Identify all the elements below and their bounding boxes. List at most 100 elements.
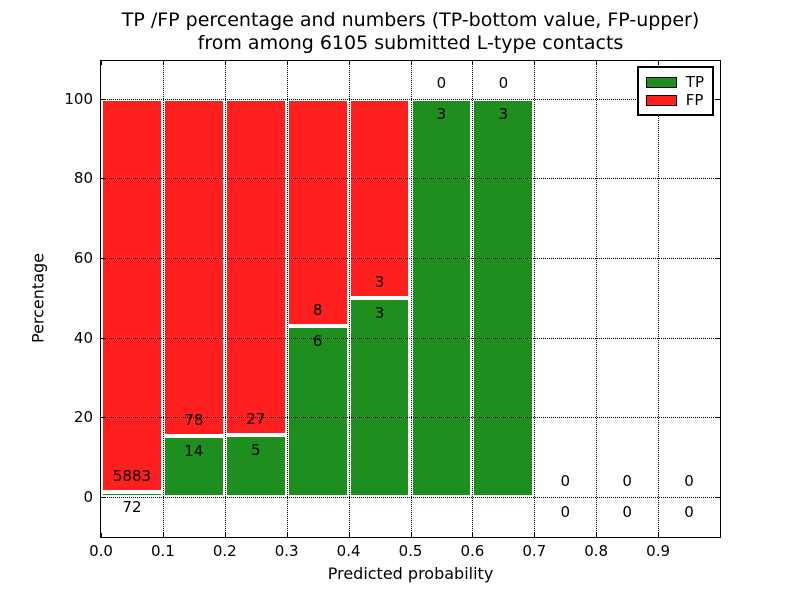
fp-count-label: 0 — [684, 472, 694, 490]
fp-count-label: 78 — [184, 411, 204, 430]
y-tick-right — [716, 257, 720, 259]
y-tick-label: 60 — [73, 248, 93, 267]
tp-count-label: 3 — [498, 104, 509, 123]
x-tick-label: 0.8 — [584, 542, 609, 560]
x-tick-top — [534, 61, 536, 65]
v-gridline — [410, 61, 412, 537]
y-tick-left — [101, 257, 105, 259]
fp-count-label: 8 — [312, 301, 323, 320]
v-gridline — [472, 61, 474, 537]
bar-fp-segment — [162, 98, 225, 437]
bar-tp-segment — [286, 326, 349, 497]
tp-count-label: 0 — [684, 503, 694, 521]
x-tick-label: 0.3 — [274, 542, 299, 560]
x-tick-bottom — [658, 533, 660, 537]
bar-fp-segment — [224, 98, 287, 435]
x-tick-bottom — [410, 533, 412, 537]
fp-count-label: 0 — [560, 472, 571, 490]
x-tick-bottom — [348, 533, 350, 537]
x-tick-label: 0.9 — [646, 542, 671, 560]
legend-swatch-tp — [645, 76, 677, 88]
y-tick-label: 80 — [73, 169, 93, 188]
x-tick-bottom — [224, 533, 226, 537]
x-tick-label: 0.6 — [460, 542, 485, 560]
tp-count-label: 14 — [184, 442, 204, 461]
x-tick-top — [596, 61, 598, 65]
x-tick-bottom — [534, 533, 536, 537]
x-tick-label: 0.2 — [212, 542, 237, 560]
v-gridline — [348, 61, 350, 537]
y-tick-left — [101, 497, 105, 498]
bar-tp-segment — [348, 297, 411, 497]
x-tick-label: 0.4 — [336, 542, 361, 560]
legend-label-tp: TP — [685, 73, 704, 91]
v-gridline — [162, 61, 164, 537]
y-tick-right — [716, 417, 720, 419]
y-tick-label: 20 — [73, 408, 93, 427]
tp-count-label: 72 — [122, 498, 142, 517]
x-tick-top — [101, 61, 102, 65]
chart-title: TP /FP percentage and numbers (TP-bottom… — [100, 9, 721, 55]
y-tick-label: 100 — [64, 89, 93, 108]
v-gridline — [534, 61, 536, 537]
bar-tp-segment — [472, 98, 535, 497]
bar-tp-segment — [410, 98, 473, 497]
chart-title-line1: TP /FP percentage and numbers (TP-bottom… — [121, 9, 700, 31]
x-axis-label: Predicted probability — [327, 564, 494, 583]
x-tick-bottom — [596, 533, 598, 537]
chart-title-line2: from among 6105 submitted L-type contact… — [197, 32, 624, 54]
tp-count-label: 5 — [250, 440, 261, 459]
x-tick-label: 0.0 — [89, 542, 113, 560]
legend-row: FP — [645, 91, 704, 109]
bar-tp-segment — [162, 436, 225, 497]
x-tick-top — [472, 61, 474, 65]
bar-fp-segment — [348, 98, 411, 298]
v-gridline — [658, 61, 660, 537]
legend-label-fp: FP — [685, 91, 704, 109]
y-tick-label: 0 — [83, 488, 93, 506]
fp-count-label: 27 — [246, 409, 266, 428]
fp-count-label: 3 — [374, 272, 385, 291]
fp-count-label: 0 — [436, 73, 447, 92]
v-gridline — [286, 61, 288, 537]
fp-count-label: 0 — [622, 472, 632, 490]
bar-tp-segment — [101, 492, 163, 497]
y-tick-label: 40 — [73, 328, 93, 347]
legend-swatch-fp — [645, 94, 677, 106]
legend: TP FP — [636, 66, 714, 116]
bar-fp-segment — [286, 98, 349, 327]
x-tick-top — [348, 61, 350, 65]
bar-fp-segment — [101, 98, 163, 493]
tp-count-label: 6 — [312, 332, 323, 351]
x-tick-label: 0.7 — [522, 542, 547, 560]
legend-row: TP — [645, 73, 704, 91]
fp-count-label: 0 — [498, 73, 509, 92]
x-tick-top — [658, 61, 660, 65]
y-tick-left — [101, 178, 105, 180]
v-gridline — [596, 61, 598, 537]
v-gridline — [224, 61, 226, 537]
tp-count-label: 0 — [560, 503, 571, 521]
y-tick-right — [716, 98, 720, 100]
x-tick-bottom — [162, 533, 164, 537]
tp-count-label: 3 — [436, 104, 447, 123]
x-tick-bottom — [101, 533, 102, 537]
y-tick-right — [716, 337, 720, 339]
plot-area: TP FP 5883 72 78 14 27 5 8 6 3 3 0 3 0 3 0 0 0 0 0 0 — [100, 60, 721, 538]
y-tick-left — [101, 337, 105, 339]
x-tick-top — [286, 61, 288, 65]
tp-count-label: 3 — [374, 303, 385, 322]
x-tick-bottom — [286, 533, 288, 537]
x-tick-top — [410, 61, 412, 65]
x-tick-label: 0.5 — [398, 542, 423, 560]
tp-count-label: 0 — [622, 503, 632, 521]
x-tick-label: 0.1 — [150, 542, 175, 560]
y-tick-right — [716, 497, 720, 498]
y-tick-right — [716, 178, 720, 180]
y-tick-left — [101, 98, 105, 100]
y-tick-left — [101, 417, 105, 419]
x-tick-top — [224, 61, 226, 65]
x-tick-top — [162, 61, 164, 65]
x-tick-bottom — [472, 533, 474, 537]
